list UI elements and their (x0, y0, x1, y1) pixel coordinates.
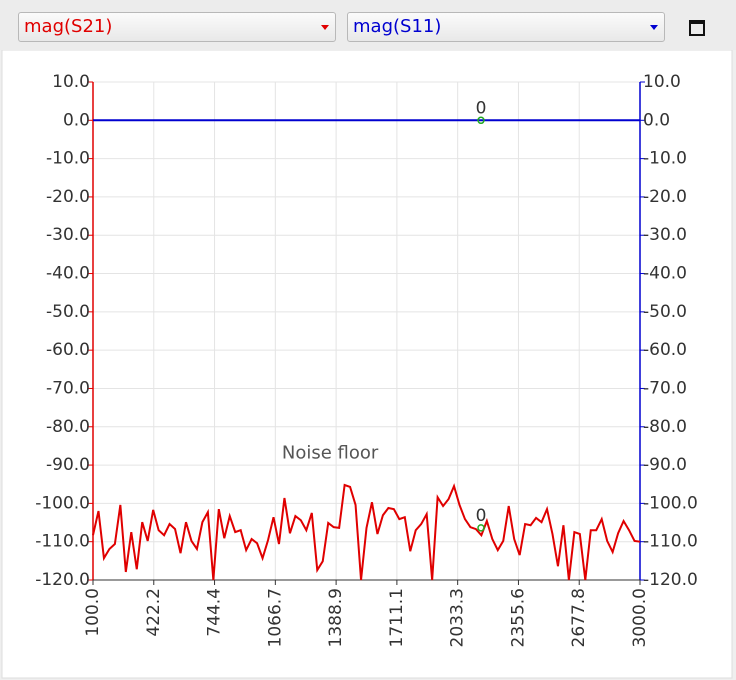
marker (477, 524, 485, 532)
x-tick-label: 3000.0 (630, 588, 650, 647)
y2-tick-label: -110.0 (643, 532, 698, 552)
trace1-select[interactable]: mag(S21) (18, 12, 336, 42)
x-tick-label: 2355.6 (508, 588, 528, 647)
x-tick-label: 100.0 (83, 588, 103, 637)
series-line (92, 483, 641, 581)
y-tick-label: -120.0 (35, 570, 90, 590)
y2-tick-label: 0.0 (643, 110, 670, 130)
marker-label: 0 (476, 98, 487, 118)
y-tick-label: -20.0 (46, 187, 90, 207)
annotation: Noise floor (282, 443, 379, 464)
y2-tick-label: -20.0 (643, 187, 687, 207)
chart: 10.0 0.0 -10.0 -20.0 -30.0 -40.0 -50.0 -60.0 -70… (1, 50, 733, 679)
y-tick-label: -70.0 (46, 378, 90, 398)
y2-tick-label: -10.0 (643, 149, 687, 169)
y-tick-label: -110.0 (35, 532, 90, 552)
marker (477, 116, 485, 125)
y-tick-label: -60.0 (46, 340, 90, 360)
x-tick-label: 1388.9 (326, 588, 346, 647)
chart-panel (1, 50, 733, 679)
trace1-text: mag(S21) (24, 16, 113, 37)
y2-tick-label: -30.0 (643, 225, 687, 245)
y-tick-label: -30.0 (46, 225, 90, 245)
marker-label: 0 (476, 506, 487, 526)
x-tick-label: 2033.3 (448, 588, 468, 647)
y2-tick-label: -120.0 (643, 570, 698, 590)
y2-tick-label: -60.0 (643, 340, 687, 360)
trace2-text: mag(S11) (353, 16, 442, 37)
y-tick-label: -40.0 (46, 264, 90, 284)
y2-tick-label: -80.0 (643, 417, 687, 437)
x-tick-label: 744.4 (205, 588, 225, 637)
trace2-select[interactable]: mag(S11) (347, 12, 665, 42)
maximize-button[interactable] (689, 20, 705, 36)
y2-tick-label: -90.0 (643, 455, 687, 475)
x-tick-label: 2677.8 (569, 588, 589, 647)
x-tick-label: 1711.1 (387, 588, 407, 647)
y2-tick-label: -70.0 (643, 378, 687, 398)
y-tick-label: -100.0 (35, 493, 90, 513)
y2-tick-label: -50.0 (643, 302, 687, 322)
y-tick-label: 10.0 (52, 72, 90, 92)
toolbar: mag(S21) mag(S11) (0, 0, 736, 50)
y-tick-label: -80.0 (46, 417, 90, 437)
dropdown-arrow (321, 25, 329, 30)
dropdown-arrow (650, 25, 658, 30)
y2-tick-label: 10.0 (643, 72, 681, 92)
y-tick-label: -90.0 (46, 455, 90, 475)
x-tick-label: 1066.7 (265, 588, 285, 647)
y-tick-label: 0.0 (63, 110, 90, 130)
y-tick-label: -50.0 (46, 302, 90, 322)
x-tick-label: 422.2 (144, 588, 164, 637)
y2-tick-label: -100.0 (643, 493, 698, 513)
y2-tick-label: -40.0 (643, 264, 687, 284)
y-tick-label: -10.0 (46, 149, 90, 169)
